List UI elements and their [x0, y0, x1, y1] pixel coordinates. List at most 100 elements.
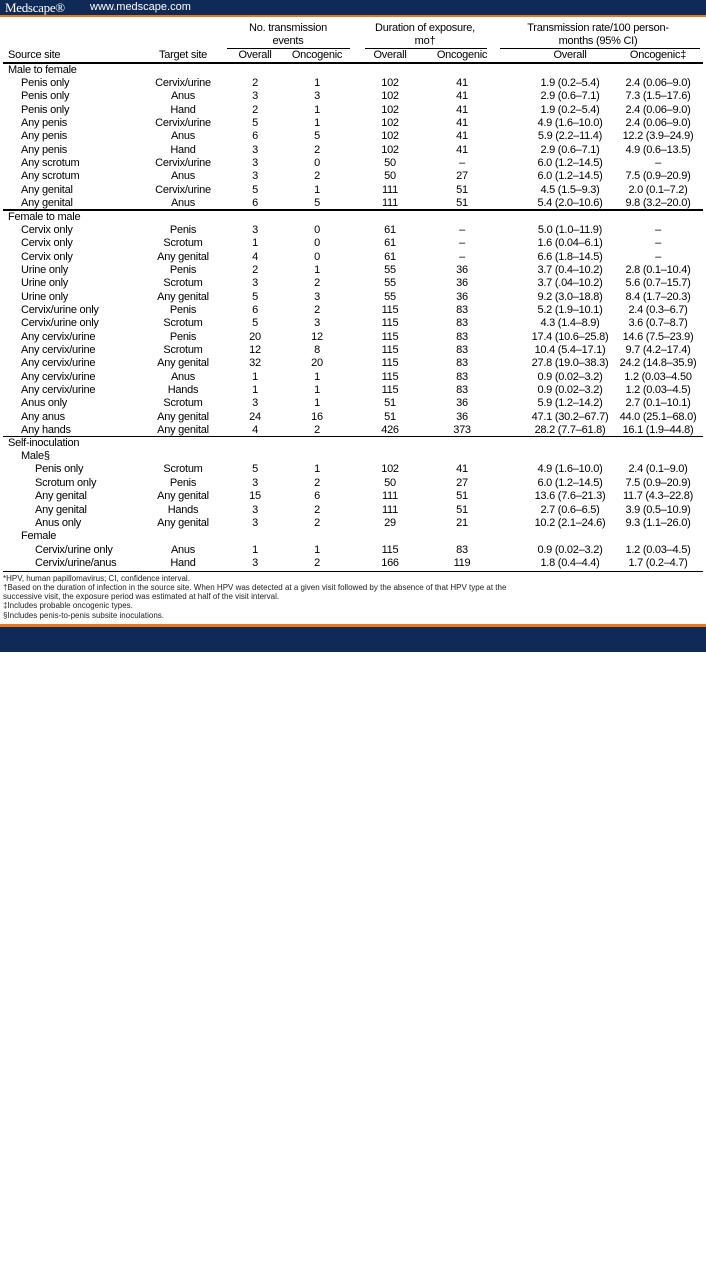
target-site: Any genital	[157, 490, 209, 503]
section-rule	[3, 436, 703, 437]
dur-oncogenic: –	[459, 223, 465, 236]
rate-oncogenic: 7.5 (0.9–20.9)	[625, 476, 691, 489]
rate-overall: 4.9 (1.6–10.0)	[537, 116, 603, 129]
rate-oncogenic: 3.9 (0.5–10.9)	[625, 503, 691, 516]
dur-overall: 61	[384, 250, 396, 263]
dur-overall: 115	[381, 357, 399, 370]
dur-oncogenic: 83	[456, 317, 468, 330]
site-url[interactable]: www.medscape.com	[90, 1, 191, 13]
col-dur-oncogenic: Oncogenic	[436, 49, 488, 61]
trans-oncogenic: 20	[311, 357, 323, 370]
dur-overall: 50	[384, 170, 396, 183]
rate-overall: 1.9 (0.2–5.4)	[540, 76, 600, 89]
target-site: Scrotum	[163, 344, 203, 356]
source-site: Any penis	[21, 116, 68, 129]
rate-oncogenic: 7.3 (1.5–17.6)	[625, 90, 691, 103]
source-site: Any cervix/urine	[21, 384, 96, 396]
target-site: Hand	[170, 103, 196, 116]
dur-oncogenic: 373	[453, 424, 471, 437]
rate-overall: 1.9 (0.2–5.4)	[540, 103, 600, 116]
col-target-site: Target site	[159, 49, 207, 61]
trans-overall: 32	[249, 357, 261, 370]
trans-overall: 3	[252, 277, 258, 290]
rate-oncogenic: 12.2 (3.9–24.9)	[622, 130, 694, 143]
dur-oncogenic: 27	[456, 170, 468, 183]
dur-overall: 115	[381, 317, 399, 330]
dur-overall: 111	[382, 490, 398, 503]
dur-oncogenic: 83	[456, 543, 468, 556]
trans-overall: 1	[252, 237, 258, 250]
target-site: Penis	[169, 303, 197, 316]
trans-oncogenic: 0	[314, 250, 320, 263]
dur-oncogenic: 51	[456, 490, 468, 503]
rate-overall: 47.1 (30.2–67.7)	[531, 410, 609, 423]
target-site: Scrotum	[163, 237, 203, 250]
source-site: Scrotum only	[35, 476, 97, 489]
dur-oncogenic: 51	[456, 197, 468, 209]
dur-oncogenic: 83	[456, 370, 468, 383]
trans-oncogenic: 5	[314, 197, 320, 209]
dur-overall: 115	[381, 370, 399, 383]
trans-oncogenic: 0	[314, 156, 320, 169]
dur-overall: 102	[381, 463, 399, 476]
trans-oncogenic: 2	[314, 277, 320, 290]
rate-oncogenic: 1.2 (0.03–4.5)	[625, 384, 691, 396]
footnote: successive visit, the exposure period wa…	[3, 592, 280, 601]
dur-oncogenic: 36	[456, 263, 468, 276]
target-site: Anus	[170, 370, 196, 383]
target-site: Penis	[169, 476, 197, 489]
trans-overall: 3	[252, 170, 258, 183]
section-rule	[3, 209, 703, 211]
source-site: Cervix only	[21, 250, 73, 263]
trans-oncogenic: 2	[314, 424, 320, 437]
rate-overall: 28.2 (7.7–61.8)	[534, 424, 606, 437]
source-site: Urine only	[21, 263, 69, 276]
trans-oncogenic: 1	[314, 103, 320, 116]
dur-overall: 51	[384, 410, 396, 423]
header-rule	[3, 62, 703, 64]
source-site: Anus only	[35, 516, 82, 529]
rate-oncogenic: 2.4 (0.1–9.0)	[628, 463, 688, 476]
trans-oncogenic: 12	[311, 330, 323, 343]
source-site: Urine only	[21, 277, 69, 290]
rate-oncogenic: 14.6 (7.5–23.9)	[622, 330, 694, 343]
trans-overall: 1	[252, 384, 258, 396]
dur-overall: 102	[381, 90, 399, 103]
dur-overall: 115	[381, 543, 399, 556]
trans-oncogenic: 6	[314, 490, 320, 503]
source-site: Any genital	[21, 197, 73, 209]
rate-overall: 5.9 (1.2–14.2)	[537, 397, 603, 410]
trans-oncogenic: 2	[314, 516, 320, 529]
source-site: Cervix only	[21, 223, 73, 236]
source-site: Cervix/urine only	[21, 317, 99, 330]
target-site: Cervix/urine	[155, 76, 211, 89]
col-dur-overall: Overall	[373, 49, 407, 61]
dur-overall: 55	[384, 290, 396, 303]
header-duration: Duration of exposure,	[375, 22, 475, 34]
rate-overall: 2.9 (0.6–7.1)	[540, 143, 600, 156]
source-site: Any penis	[21, 143, 68, 156]
medscape-logo[interactable]: Medscape®	[5, 0, 65, 15]
trans-oncogenic: 0	[314, 223, 320, 236]
dur-overall: 111	[382, 183, 398, 196]
group-rule-rate	[500, 48, 700, 49]
target-site: Hands	[167, 384, 199, 396]
dur-oncogenic: 27	[456, 476, 468, 489]
dur-overall: 111	[382, 197, 398, 209]
dur-oncogenic: 41	[456, 463, 468, 476]
trans-oncogenic: 5	[314, 130, 320, 143]
trans-overall: 4	[252, 250, 258, 263]
dur-overall: 102	[381, 130, 399, 143]
rate-overall: 5.0 (1.0–11.9)	[537, 223, 603, 236]
trans-overall: 5	[252, 183, 258, 196]
section-label: Self-inoculation	[8, 436, 80, 449]
footer-accent-line	[0, 624, 706, 627]
target-site: Scrotum	[163, 277, 203, 290]
target-site: Any genital	[157, 516, 209, 529]
target-site: Cervix/urine	[155, 183, 211, 196]
section-label: Female	[21, 530, 57, 543]
rate-overall: 0.9 (0.02–3.2)	[537, 543, 603, 556]
dur-oncogenic: 119	[453, 557, 471, 570]
rate-oncogenic: –	[655, 223, 661, 236]
target-site: Scrotum	[163, 397, 203, 410]
